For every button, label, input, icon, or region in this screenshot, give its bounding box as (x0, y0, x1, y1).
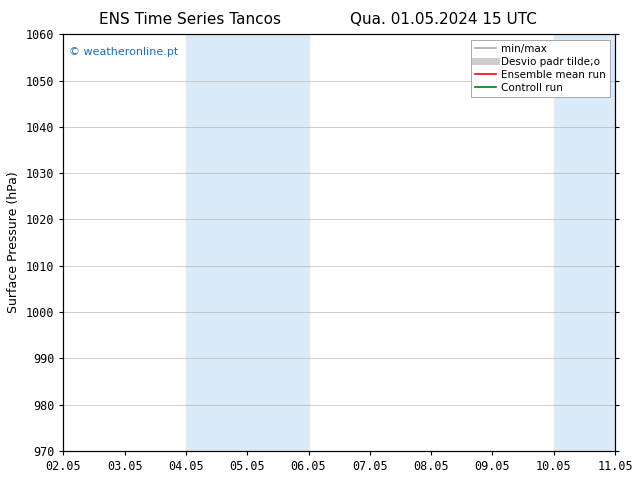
Text: Qua. 01.05.2024 15 UTC: Qua. 01.05.2024 15 UTC (351, 12, 537, 27)
Text: ENS Time Series Tancos: ENS Time Series Tancos (99, 12, 281, 27)
Y-axis label: Surface Pressure (hPa): Surface Pressure (hPa) (8, 172, 20, 314)
Legend: min/max, Desvio padr tilde;o, Ensemble mean run, Controll run: min/max, Desvio padr tilde;o, Ensemble m… (470, 40, 610, 97)
Bar (186, 34, 309, 451)
Text: © weatheronline.pt: © weatheronline.pt (69, 47, 178, 57)
Bar (553, 34, 615, 451)
